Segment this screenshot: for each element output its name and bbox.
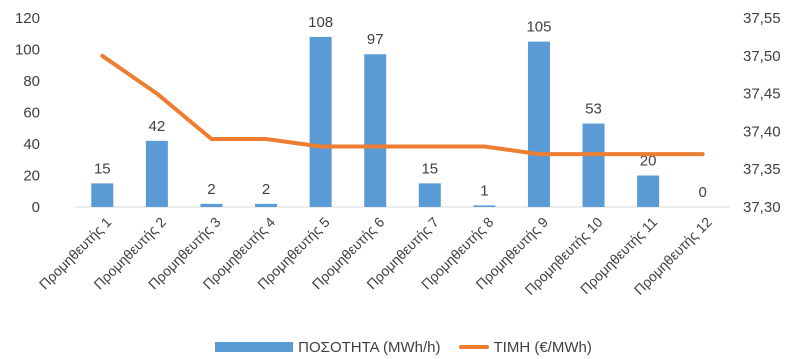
bar-data-label: 2 <box>262 181 270 198</box>
legend: ΠΟΣΟΤΗΤΑ (MWh/h) ΤΙΜΗ (€/MWh) <box>0 337 807 357</box>
y-right-tick-label: 37,45 <box>743 86 781 103</box>
y-left-tick-label: 20 <box>23 168 40 185</box>
y-left-tick-label: 60 <box>23 105 40 122</box>
y-right-tick-label: 37,50 <box>743 48 781 65</box>
bar-data-label: 105 <box>526 19 551 36</box>
bar-quantity <box>91 183 114 207</box>
bar-data-label: 15 <box>94 160 111 177</box>
bar-data-label: 97 <box>367 31 384 48</box>
bar-data-label: 2 <box>207 181 215 198</box>
legend-swatch-quantity <box>215 342 294 352</box>
bar-quantity <box>309 36 332 208</box>
y-left-tick-label: 40 <box>23 136 40 153</box>
y-right-tick-label: 37,30 <box>743 199 781 216</box>
price-line <box>100 53 705 157</box>
bar-quantity <box>527 41 550 207</box>
bar-quantity <box>255 203 278 207</box>
y-left-tick-label: 120 <box>15 10 40 27</box>
bar-data-label: 108 <box>308 14 333 31</box>
bar-data-label: 1 <box>480 182 488 199</box>
y-left-tick-label: 80 <box>23 73 40 90</box>
bar-quantity <box>145 140 168 207</box>
chart-svg: 02040608010012037,3037,3537,4037,4537,50… <box>15 10 781 298</box>
bar-quantity <box>473 205 496 207</box>
legend-swatch-price <box>458 345 489 349</box>
bar-quantity <box>364 54 387 207</box>
y-left-tick-label: 100 <box>15 42 40 59</box>
y-right-tick-label: 37,55 <box>743 10 781 27</box>
bar-data-label: 42 <box>149 118 166 135</box>
bar-data-label: 15 <box>421 160 438 177</box>
bar-data-label: 53 <box>585 101 602 118</box>
bar-data-label: 20 <box>640 153 657 170</box>
y-left-tick-label: 0 <box>32 199 40 216</box>
legend-item-price: ΤΙΜΗ (€/MWh) <box>458 338 592 356</box>
y-right-tick-label: 37,35 <box>743 161 781 178</box>
bar-quantity <box>637 175 660 207</box>
bar-quantity <box>418 183 441 207</box>
y-right-tick-label: 37,40 <box>743 123 781 140</box>
bar-quantity <box>582 123 605 207</box>
legend-item-quantity: ΠΟΣΟΤΗΤΑ (MWh/h) <box>215 338 441 356</box>
bar-data-label: 0 <box>699 184 707 201</box>
bar-quantity <box>200 203 223 207</box>
legend-label-quantity: ΠΟΣΟΤΗΤΑ (MWh/h) <box>298 338 441 356</box>
legend-label-price: ΤΙΜΗ (€/MWh) <box>493 338 592 356</box>
